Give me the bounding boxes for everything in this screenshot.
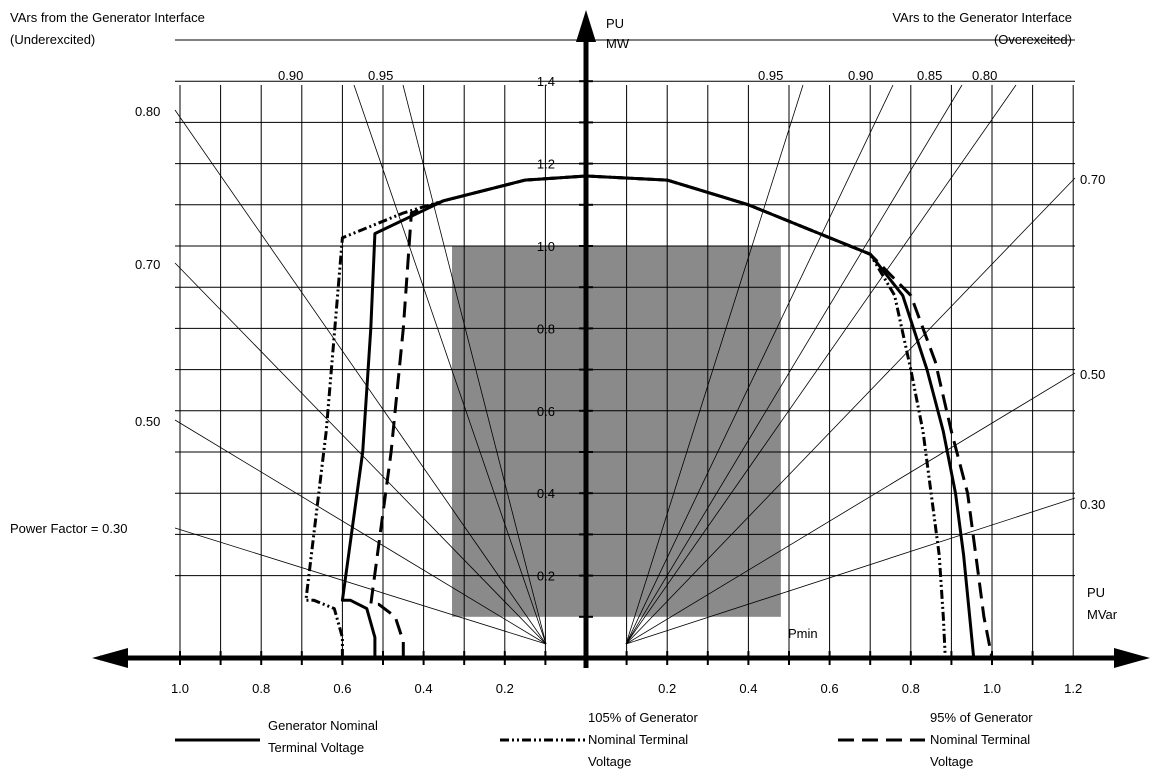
legend: Generator Nominal Terminal Voltage 105% … — [175, 710, 1033, 769]
x-axis-label-line1: PU — [1087, 585, 1105, 600]
pf-line — [625, 372, 1076, 645]
pf-label: 0.90 — [278, 68, 303, 83]
header-left-line1: VArs from the Generator Interface — [10, 10, 205, 25]
pf-line — [174, 527, 547, 645]
x-tick-label: 0.6 — [333, 681, 351, 696]
y-tick-label: 0.6 — [537, 404, 555, 419]
pf-label: 0.30 — [1080, 497, 1105, 512]
x-axis-arrow-right — [1114, 648, 1150, 668]
pf-label: 0.95 — [368, 68, 393, 83]
pf-line — [625, 84, 804, 645]
legend-label-solid-2: Terminal Voltage — [268, 740, 364, 755]
pf-line — [174, 262, 547, 645]
x-tick-label: 0.8 — [902, 681, 920, 696]
pf-label: 0.80 — [972, 68, 997, 83]
y-tick-label: 0.8 — [537, 321, 555, 336]
y-axis-label-line1: PU — [606, 16, 624, 31]
pf-line — [402, 84, 547, 645]
x-tick-label: 0.6 — [821, 681, 839, 696]
capability-curves — [304, 174, 994, 659]
pf-label: 0.70 — [1080, 172, 1105, 187]
y-tick-label: 0.2 — [537, 569, 555, 584]
series-dashed — [369, 174, 994, 659]
x-tick-label: 0.8 — [252, 681, 270, 696]
y-axis-label-line2: MW — [606, 36, 630, 51]
pf-line — [625, 84, 963, 645]
pf-label: 0.90 — [848, 68, 873, 83]
x-tick-label: 1.0 — [171, 681, 189, 696]
x-axis-arrow-left — [92, 648, 128, 668]
pf-line — [625, 497, 1076, 645]
legend-label-dashed-1: 95% of Generator — [930, 710, 1033, 725]
x-tick-label: 1.2 — [1064, 681, 1082, 696]
pf-label: 0.70 — [135, 257, 160, 272]
x-tick-label: 0.4 — [739, 681, 757, 696]
legend-label-dashed-2: Nominal Terminal — [930, 732, 1030, 747]
x-tick-label: 0.2 — [658, 681, 676, 696]
pf-line — [353, 84, 547, 645]
y-tick-label: 1.4 — [537, 74, 555, 89]
pf-label: 0.80 — [135, 104, 160, 119]
x-axis-label-line2: MVar — [1087, 607, 1118, 622]
y-tick-label: 1.2 — [537, 157, 555, 172]
header-right-line2: (Overexcited) — [994, 32, 1072, 47]
power-factor-lines: 0.90 0.95 0.95 0.90 0.85 0.80 0.80 0.70 0.50 Powe… — [10, 68, 1105, 645]
pf-line — [174, 419, 547, 645]
legend-label-dashdot-1: 105% of Generator — [588, 710, 699, 725]
legend-label-solid-1: Generator Nominal — [268, 718, 378, 733]
legend-label-dashdot-3: Voltage — [588, 754, 631, 769]
pmin-label: Pmin — [788, 626, 818, 641]
legend-label-dashdot-2: Nominal Terminal — [588, 732, 688, 747]
pf-label: Power Factor = 0.30 — [10, 521, 127, 536]
pf-line — [625, 84, 894, 645]
operating-region — [452, 246, 781, 617]
pf-label: 0.95 — [758, 68, 783, 83]
y-tick-label: 1.0 — [537, 239, 555, 254]
pf-line — [625, 177, 1076, 645]
pf-label: 0.50 — [1080, 367, 1105, 382]
pf-label: 0.50 — [135, 414, 160, 429]
chart-grid — [175, 39, 1075, 658]
header-right-line1: VArs to the Generator Interface — [892, 10, 1072, 25]
header-left-line2: (Underexcited) — [10, 32, 95, 47]
x-tick-label: 0.2 — [496, 681, 514, 696]
pf-line — [625, 84, 1017, 645]
pf-line — [174, 109, 547, 645]
y-axis-arrow — [576, 10, 596, 42]
legend-label-dashed-3: Voltage — [930, 754, 973, 769]
x-tick-label: 0.4 — [415, 681, 433, 696]
x-tick-label: 1.0 — [983, 681, 1001, 696]
y-tick-label: 0.4 — [537, 486, 555, 501]
pf-label: 0.85 — [917, 68, 942, 83]
chart-axes — [92, 10, 1150, 668]
